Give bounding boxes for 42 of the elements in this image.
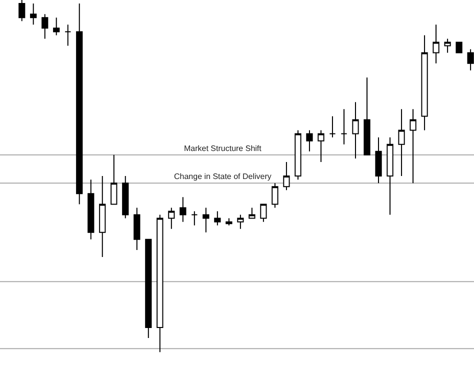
candlestick [134, 207, 140, 250]
ref-line-label: Change in State of Delivery [174, 172, 272, 181]
candlestick [386, 136, 394, 216]
candlestick [202, 207, 210, 233]
candlestick [88, 179, 94, 240]
candlestick [456, 42, 462, 54]
candlestick [272, 182, 278, 208]
candlestick [64, 24, 72, 46]
candlestick [340, 108, 348, 145]
candlestick [191, 210, 198, 226]
candlestick [214, 210, 221, 226]
candlestick [432, 24, 440, 64]
candlestick [53, 17, 60, 36]
candlestick [248, 207, 256, 219]
candlestick [237, 214, 244, 230]
candlestick [76, 3, 83, 205]
candlestick [467, 48, 474, 71]
candlestick [260, 204, 267, 222]
candlestick [42, 14, 48, 40]
candlestick [294, 130, 302, 180]
candlestick [283, 161, 290, 191]
candlestick [398, 108, 405, 177]
candlestick [145, 238, 152, 339]
candlestick [375, 136, 382, 184]
candlestick [30, 3, 37, 26]
candlestick [444, 38, 451, 54]
candlestick [180, 196, 186, 222]
candlestick [156, 214, 164, 353]
candlestick [306, 130, 313, 152]
candlestick [122, 176, 129, 219]
candlestick [318, 130, 324, 162]
candlestick [226, 218, 232, 226]
candlestick [421, 34, 428, 131]
candlestick [364, 76, 370, 156]
candlestick [410, 108, 416, 184]
candlestick [99, 176, 106, 258]
candlestick [18, 0, 26, 22]
candlestick [352, 102, 359, 159]
candlestick [168, 207, 175, 230]
ref-line-label: Market Structure Shift [184, 144, 262, 153]
candlestick [110, 154, 118, 205]
candlestick [329, 116, 336, 138]
